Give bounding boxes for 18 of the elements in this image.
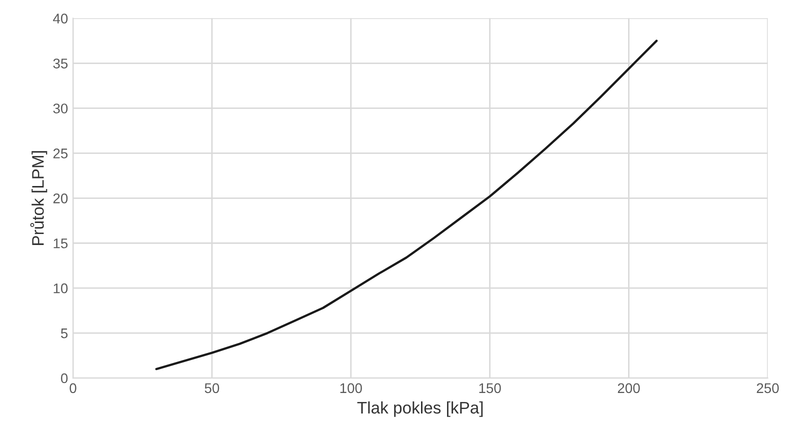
y-tick-label: 20	[53, 193, 68, 204]
x-tick-label: 100	[340, 383, 362, 394]
y-tick-label: 35	[53, 58, 68, 68]
x-tick-label: 200	[618, 383, 640, 394]
x-tick-label: 50	[204, 383, 220, 394]
x-tick-label: 150	[479, 383, 501, 394]
y-tick-label: 0	[60, 373, 68, 384]
x-tick-label: 250	[756, 383, 779, 394]
y-tick-label: 30	[53, 104, 68, 114]
y-tick-label: 5	[60, 328, 68, 338]
y-axis-title: Průtok [LPM]	[30, 151, 48, 245]
x-tick-label: 0	[70, 383, 76, 394]
line-series	[155, 40, 658, 370]
y-tick-label: 15	[54, 238, 68, 248]
x-axis-title: Tlak pokles [kPa]	[357, 401, 483, 417]
y-tick-label: 25	[53, 148, 68, 158]
y-tick-label: 10	[54, 283, 68, 294]
y-tick-label: 40	[53, 14, 68, 24]
